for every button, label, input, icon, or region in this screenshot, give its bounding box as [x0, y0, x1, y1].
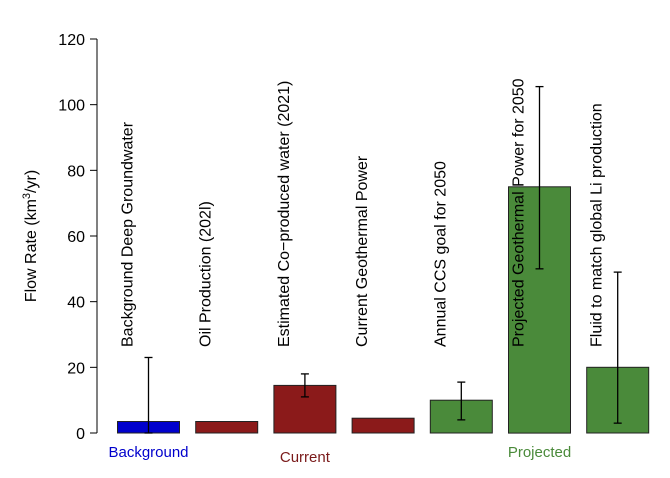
category-label: Projected Geothermal Power for 2050: [511, 78, 528, 347]
group-label: Background: [108, 444, 188, 461]
y-axis-label: Flow Rate (km3/yr): [21, 170, 40, 302]
y-tick-label: 60: [67, 229, 85, 246]
y-tick-label: 20: [67, 360, 85, 377]
category-label: Annual CCS goal for 2050: [432, 161, 449, 347]
category-label: Background Deep Groundwater: [120, 121, 137, 347]
category-label: Oil Production (202l): [198, 201, 215, 347]
category-label: Fluid to match global Li production: [589, 103, 606, 347]
group-label: Current: [280, 449, 331, 466]
y-tick-label: 120: [58, 32, 85, 49]
error-bars: [144, 85, 622, 434]
y-tick-label: 80: [67, 163, 85, 180]
category-label: Current Geothermal Power: [354, 155, 371, 347]
y-axis-label-tail: /yr): [23, 170, 40, 193]
category-labels: Background Deep Groundwater Oil Productio…: [120, 78, 606, 347]
group-labels: Background Current Projected: [108, 444, 571, 466]
y-tick-label: 100: [58, 98, 85, 115]
bar: [351, 417, 415, 434]
y-axis: 0 20 40 60 80 100 120: [58, 32, 98, 443]
group-label: Projected: [508, 444, 571, 461]
category-label: Estimated Co−produced water (2021): [276, 81, 293, 347]
y-tick-label: 40: [67, 295, 85, 312]
bar: [195, 421, 259, 434]
y-axis-label-main: Flow Rate (km: [23, 199, 40, 302]
y-tick-label: 0: [76, 426, 85, 443]
y-axis-label-sup: 3: [21, 193, 33, 199]
